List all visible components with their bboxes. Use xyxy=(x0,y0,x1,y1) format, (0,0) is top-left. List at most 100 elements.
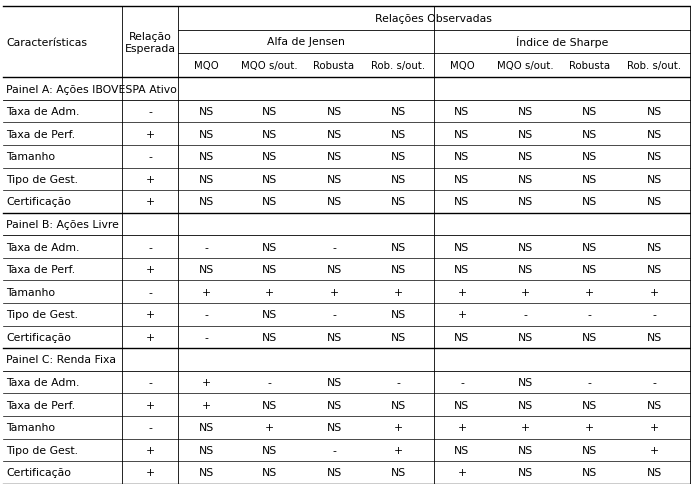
Text: NS: NS xyxy=(583,265,598,274)
Text: -: - xyxy=(524,310,527,319)
Text: Taxa de Adm.: Taxa de Adm. xyxy=(6,378,79,387)
Text: -: - xyxy=(460,378,464,387)
Text: -: - xyxy=(588,310,591,319)
Text: +: + xyxy=(650,423,659,432)
Text: Rob. s/out.: Rob. s/out. xyxy=(371,61,426,71)
Text: NS: NS xyxy=(454,175,470,184)
Text: NS: NS xyxy=(391,400,406,410)
Text: NS: NS xyxy=(262,242,277,252)
Text: NS: NS xyxy=(262,468,277,477)
Text: NS: NS xyxy=(262,445,277,455)
Text: +: + xyxy=(146,265,155,274)
Text: NS: NS xyxy=(391,107,406,117)
Text: +: + xyxy=(146,310,155,319)
Text: +: + xyxy=(146,400,155,410)
Text: NS: NS xyxy=(198,152,214,162)
Text: NS: NS xyxy=(262,332,277,342)
Text: NS: NS xyxy=(326,400,341,410)
Text: NS: NS xyxy=(326,468,341,477)
Text: +: + xyxy=(146,332,155,342)
Text: -: - xyxy=(332,242,336,252)
Text: NS: NS xyxy=(583,152,598,162)
Text: MQO s/out.: MQO s/out. xyxy=(497,61,553,71)
Text: Painel B: Ações Livre: Painel B: Ações Livre xyxy=(6,220,119,229)
Text: NS: NS xyxy=(647,129,662,139)
Text: NS: NS xyxy=(518,107,533,117)
Text: Índice de Sharpe: Índice de Sharpe xyxy=(515,36,608,48)
Text: -: - xyxy=(148,378,152,387)
Text: -: - xyxy=(332,310,336,319)
Text: Taxa de Perf.: Taxa de Perf. xyxy=(6,400,75,410)
Text: +: + xyxy=(457,310,466,319)
Text: NS: NS xyxy=(583,332,598,342)
Text: NS: NS xyxy=(583,468,598,477)
Text: +: + xyxy=(457,287,466,297)
Text: NS: NS xyxy=(583,197,598,207)
Text: NS: NS xyxy=(326,265,341,274)
Text: +: + xyxy=(585,287,594,297)
Text: NS: NS xyxy=(454,332,470,342)
Text: NS: NS xyxy=(326,152,341,162)
Text: MQO: MQO xyxy=(450,61,474,71)
Text: Tamanho: Tamanho xyxy=(6,423,55,432)
Text: NS: NS xyxy=(198,445,214,455)
Text: NS: NS xyxy=(647,197,662,207)
Text: NS: NS xyxy=(583,107,598,117)
Text: Taxa de Perf.: Taxa de Perf. xyxy=(6,129,75,139)
Text: -: - xyxy=(332,445,336,455)
Text: -: - xyxy=(148,287,152,297)
Text: NS: NS xyxy=(326,175,341,184)
Text: NS: NS xyxy=(391,332,406,342)
Text: NS: NS xyxy=(518,332,533,342)
Text: Rob. s/out.: Rob. s/out. xyxy=(627,61,681,71)
Text: NS: NS xyxy=(647,152,662,162)
Text: NS: NS xyxy=(262,107,277,117)
Text: NS: NS xyxy=(647,468,662,477)
Text: NS: NS xyxy=(518,468,533,477)
Text: NS: NS xyxy=(647,242,662,252)
Text: NS: NS xyxy=(262,129,277,139)
Text: -: - xyxy=(652,310,656,319)
Text: -: - xyxy=(148,107,152,117)
Text: +: + xyxy=(650,445,659,455)
Text: NS: NS xyxy=(454,445,470,455)
Text: NS: NS xyxy=(518,400,533,410)
Text: Tamanho: Tamanho xyxy=(6,287,55,297)
Text: NS: NS xyxy=(518,242,533,252)
Text: -: - xyxy=(268,378,272,387)
Text: NS: NS xyxy=(391,242,406,252)
Text: +: + xyxy=(521,423,530,432)
Text: -: - xyxy=(652,378,656,387)
Text: +: + xyxy=(585,423,594,432)
Text: NS: NS xyxy=(454,197,470,207)
Text: +: + xyxy=(146,197,155,207)
Text: +: + xyxy=(146,445,155,455)
Text: NS: NS xyxy=(391,468,406,477)
Text: +: + xyxy=(202,400,211,410)
Text: -: - xyxy=(205,242,208,252)
Text: -: - xyxy=(148,423,152,432)
Text: NS: NS xyxy=(391,129,406,139)
Text: +: + xyxy=(650,287,659,297)
Text: -: - xyxy=(148,242,152,252)
Text: Relação
Esperada: Relação Esperada xyxy=(124,31,176,54)
Text: NS: NS xyxy=(518,265,533,274)
Text: +: + xyxy=(146,175,155,184)
Text: NS: NS xyxy=(198,468,214,477)
Text: Taxa de Adm.: Taxa de Adm. xyxy=(6,242,79,252)
Text: NS: NS xyxy=(262,152,277,162)
Text: NS: NS xyxy=(454,129,470,139)
Text: Painel C: Renda Fixa: Painel C: Renda Fixa xyxy=(6,355,116,365)
Text: Painel A: Ações IBOVESPA Ativo: Painel A: Ações IBOVESPA Ativo xyxy=(6,84,177,94)
Text: NS: NS xyxy=(583,445,598,455)
Text: NS: NS xyxy=(518,152,533,162)
Text: NS: NS xyxy=(454,152,470,162)
Text: +: + xyxy=(202,287,211,297)
Text: NS: NS xyxy=(391,197,406,207)
Text: NS: NS xyxy=(198,423,214,432)
Text: NS: NS xyxy=(326,332,341,342)
Text: Certificação: Certificação xyxy=(6,332,71,342)
Text: NS: NS xyxy=(647,400,662,410)
Text: NS: NS xyxy=(454,265,470,274)
Text: NS: NS xyxy=(262,265,277,274)
